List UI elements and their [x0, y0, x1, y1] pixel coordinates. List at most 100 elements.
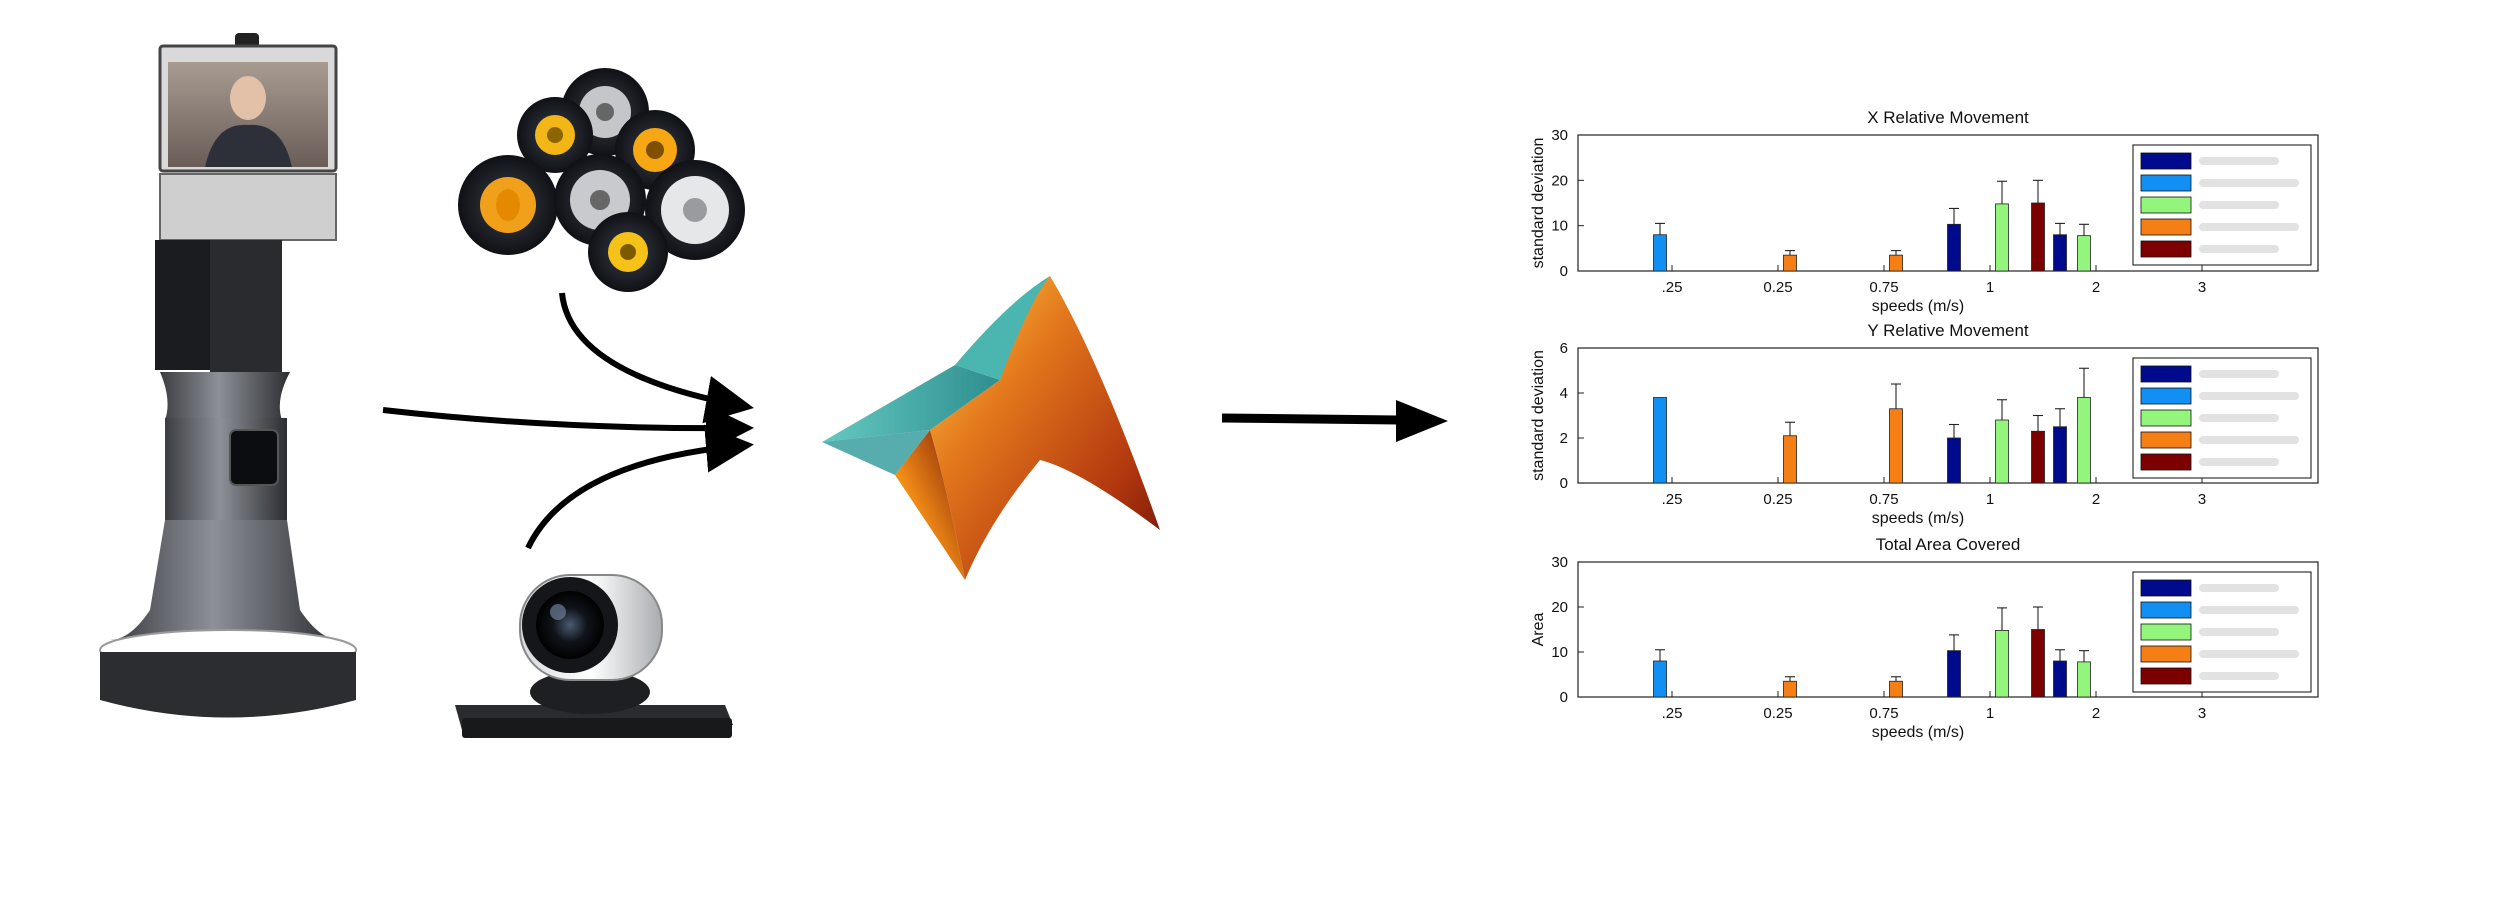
chart-panel: Total Area Covered 0 10 20 30 .25 0.25 0.75 1 2 3 s… — [1530, 535, 2319, 741]
y-tick-label: 30 — [1551, 127, 1568, 144]
legend-label-blurred — [2199, 179, 2299, 187]
legend-swatch — [2140, 174, 2192, 192]
bar — [1995, 203, 2009, 272]
matlab-peak-icon — [930, 276, 1160, 580]
x-tick-label: 2 — [2092, 279, 2100, 296]
camera-stand — [530, 670, 650, 714]
bar — [1783, 435, 1797, 484]
legend-label-blurred — [2199, 157, 2279, 165]
y-axis-label: standard deviation — [1530, 138, 1547, 269]
y-tick-label: 0 — [1560, 475, 1568, 492]
bar — [2031, 629, 2045, 698]
robot-neck — [155, 240, 215, 370]
legend-swatch — [2140, 409, 2192, 427]
y-tick-label: 30 — [1551, 554, 1568, 571]
legend-swatch — [2140, 623, 2192, 641]
y-axis-label: Area — [1530, 613, 1547, 647]
legend-swatch — [2140, 365, 2192, 383]
bar — [1653, 397, 1667, 484]
y-axis-label: standard deviation — [1530, 350, 1547, 481]
wheel-icon — [588, 212, 668, 292]
camera-lens-icon — [536, 591, 604, 659]
x-tick-label: .25 — [1662, 705, 1683, 722]
robot-display-base — [159, 173, 337, 241]
matlab-logo — [822, 276, 1160, 580]
legend-swatch — [2140, 453, 2192, 471]
x-tick-label: 0.75 — [1869, 491, 1898, 508]
y-tick-label: 10 — [1551, 218, 1568, 235]
legend-label-blurred — [2199, 672, 2279, 680]
x-tick-label: 0.75 — [1869, 279, 1898, 296]
bar — [1947, 437, 1961, 484]
wheels-image — [458, 68, 745, 292]
person-face-icon — [230, 76, 266, 120]
bar — [1653, 234, 1667, 272]
bar — [2053, 234, 2067, 272]
legend-swatch — [2140, 667, 2192, 685]
chart-title: Y Relative Movement — [1867, 321, 2029, 340]
legend-swatch — [2140, 431, 2192, 449]
wheel-icon — [517, 97, 593, 173]
bar — [2031, 202, 2045, 272]
chart-panel: Y Relative Movement 0 2 4 6 .25 0.25 0.75 1 2 3 spe… — [1530, 321, 2319, 527]
y-tick-label: 4 — [1560, 385, 1568, 402]
legend-swatch — [2140, 240, 2192, 258]
bar — [2077, 397, 2091, 484]
x-axis-label: speeds (m/s) — [1872, 510, 1964, 527]
bar — [1783, 680, 1797, 698]
arrow-camera-to-matlab — [525, 424, 754, 550]
bar — [1889, 254, 1903, 272]
robot-image — [99, 33, 357, 718]
camera-image — [455, 574, 733, 738]
bar — [1947, 650, 1961, 698]
y-tick-label: 20 — [1551, 599, 1568, 616]
arrow-matlab-to-charts — [1221, 413, 1401, 425]
robot-sensor-icon — [229, 429, 279, 486]
x-tick-label: 0.75 — [1869, 705, 1898, 722]
bar — [2053, 426, 2067, 484]
x-tick-label: 2 — [2092, 491, 2100, 508]
y-tick-label: 2 — [1560, 430, 1568, 447]
legend-swatch — [2140, 645, 2192, 663]
y-tick-label: 0 — [1560, 689, 1568, 706]
robot-collar — [160, 372, 290, 420]
x-tick-label: 2 — [2092, 705, 2100, 722]
bar — [2031, 430, 2045, 484]
chart-title: X Relative Movement — [1867, 108, 2029, 127]
x-tick-label: 0.25 — [1763, 491, 1792, 508]
legend-label-blurred — [2199, 436, 2299, 444]
x-axis-label: speeds (m/s) — [1872, 298, 1964, 315]
bar — [2077, 235, 2091, 272]
legend-label-blurred — [2199, 370, 2279, 378]
legend-swatch — [2140, 196, 2192, 214]
bar — [1995, 419, 2009, 484]
legend-label-blurred — [2199, 606, 2299, 614]
y-tick-label: 10 — [1551, 644, 1568, 661]
bar — [1889, 408, 1903, 484]
legend-swatch — [2140, 579, 2192, 597]
x-tick-label: 1 — [1986, 705, 1994, 722]
legend-swatch — [2140, 387, 2192, 405]
x-tick-label: 1 — [1986, 491, 1994, 508]
bar — [2077, 661, 2091, 698]
x-tick-label: 3 — [2198, 491, 2206, 508]
x-tick-label: 1 — [1986, 279, 1994, 296]
bar — [1995, 630, 2009, 698]
wheel-icon — [458, 155, 558, 255]
legend-label-blurred — [2199, 223, 2299, 231]
y-tick-label: 20 — [1551, 172, 1568, 189]
x-tick-label: .25 — [1662, 491, 1683, 508]
input-arrows — [382, 292, 754, 550]
bar — [2053, 660, 2067, 698]
robot-lower-body — [110, 520, 340, 640]
legend-swatch — [2140, 218, 2192, 236]
robot-base — [100, 652, 356, 718]
arrow-robot-to-matlab — [382, 404, 754, 453]
wheel-icon — [645, 160, 745, 260]
legend-label-blurred — [2199, 584, 2279, 592]
legend-label-blurred — [2199, 414, 2279, 422]
legend-label-blurred — [2199, 458, 2279, 466]
matlab-surface-left — [822, 365, 1000, 442]
